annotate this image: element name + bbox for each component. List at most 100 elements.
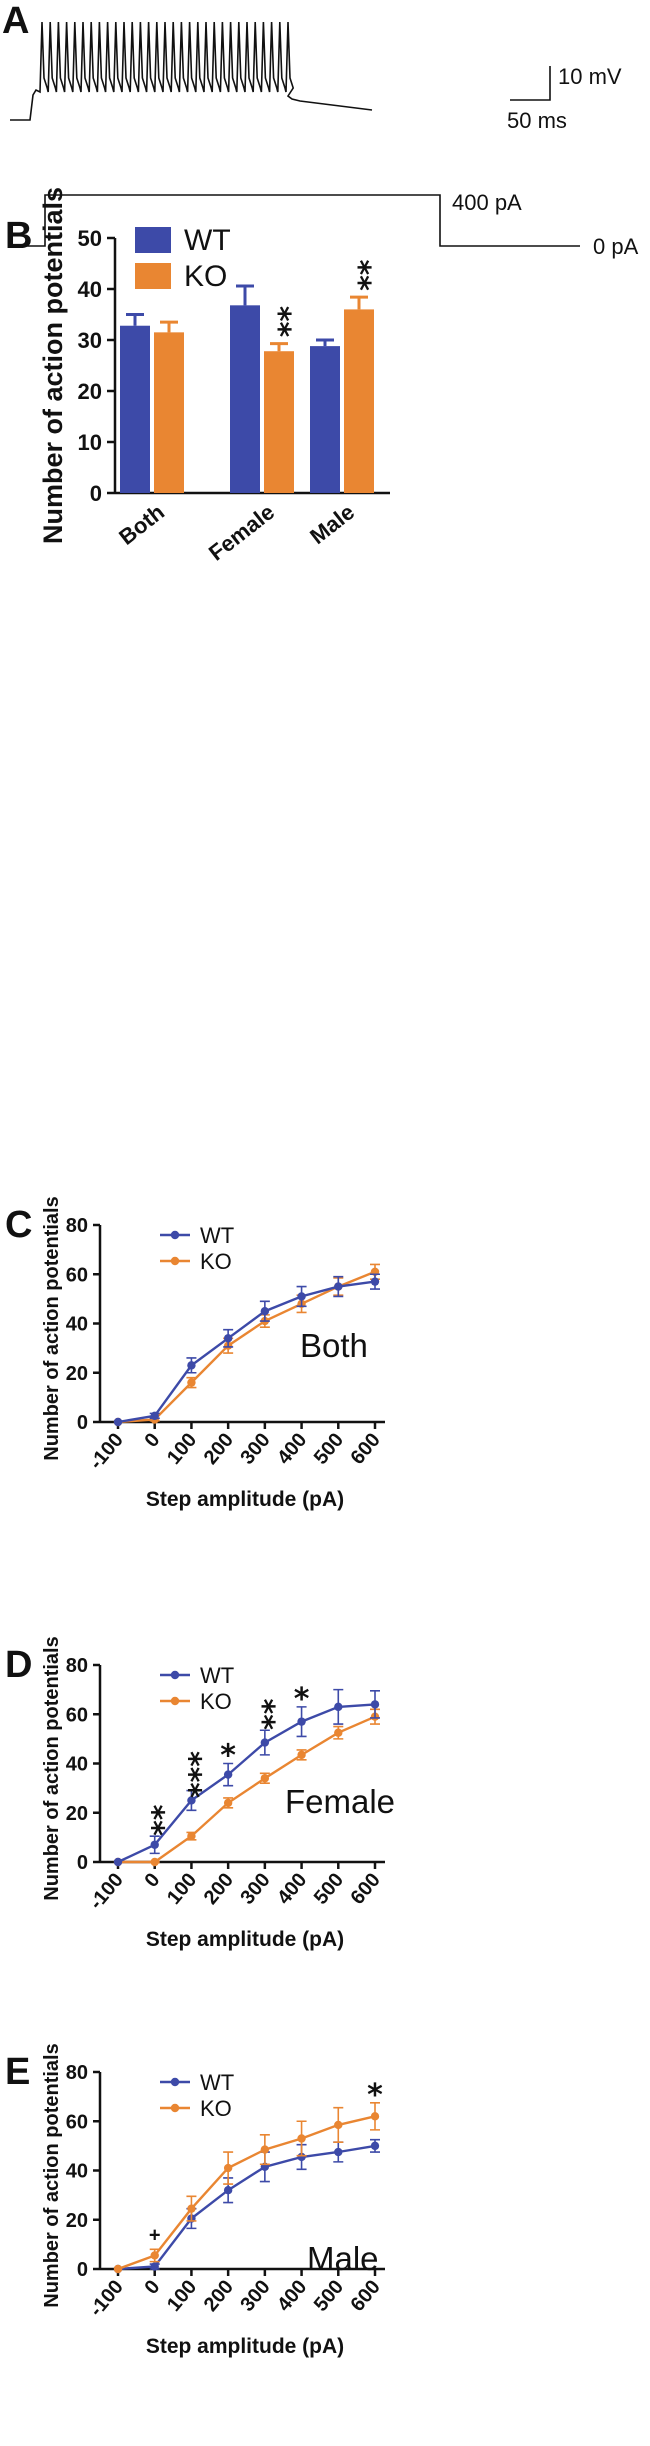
- series-line: [117, 2144, 376, 2271]
- data-point: [150, 1840, 159, 1849]
- x-tick-label: 300: [236, 2276, 274, 2316]
- data-point: [334, 2147, 343, 2157]
- bar-ko: [344, 309, 374, 493]
- legend-swatch-wt: [135, 227, 171, 253]
- bar-wt: [310, 346, 340, 493]
- legend-marker-ko: [170, 1696, 180, 1706]
- inset-label: Male: [307, 2240, 379, 2277]
- error-bar: [350, 295, 368, 310]
- panel-letter: C: [5, 1204, 32, 1246]
- data-point: [370, 1277, 380, 1286]
- baseline-current-label: 0 pA: [593, 234, 639, 259]
- x-tick-label: 400: [273, 1429, 311, 1469]
- legend-label-ko: KO: [184, 260, 227, 293]
- series-ko: [113, 2101, 380, 2274]
- legend-label-ko: KO: [200, 1689, 232, 1714]
- data-point: [334, 1728, 343, 1737]
- legend-marker-wt: [170, 1670, 180, 1680]
- data-point: [187, 1378, 196, 1387]
- data-point: [334, 1282, 343, 1291]
- panel-letter: D: [5, 1644, 32, 1686]
- series-ko: [113, 1708, 380, 1867]
- y-tick-label: 60: [66, 2111, 88, 2133]
- y-tick-label: 80: [66, 1655, 88, 1677]
- x-axis-label: Step amplitude (pA): [146, 1928, 344, 1951]
- x-tick-label: -100: [85, 1429, 128, 1474]
- y-axis-label: Number of action potentials: [38, 187, 68, 544]
- x-tick-label: 600: [347, 1869, 385, 1909]
- panel-a-letter: A: [2, 0, 29, 42]
- x-axis-label: Step amplitude (pA): [146, 1488, 344, 1511]
- data-point: [150, 2262, 159, 2271]
- y-tick-label: 80: [66, 1215, 88, 1237]
- data-point: [370, 2141, 380, 2151]
- y-axis-label: Number of action potentials: [41, 1196, 63, 1460]
- significance-marker: **: [341, 259, 376, 291]
- significance-marker: *: [294, 1682, 310, 1717]
- panel-b-bar-chart: B 0 10 20 30 40 50 Number of action potentials B…: [5, 187, 390, 566]
- data-point: [260, 1738, 270, 1747]
- y-tick-label: 0: [77, 2259, 88, 2281]
- data-point: [113, 1417, 123, 1427]
- x-tick-label: 300: [236, 1869, 274, 1909]
- category-label: Female: [204, 499, 279, 565]
- significance-marker: ***: [171, 1751, 206, 1798]
- data-point: [223, 1798, 233, 1808]
- x-tick-label: 100: [163, 1429, 201, 1469]
- scale-mv-label: 10 mV: [558, 64, 622, 89]
- legend-marker-ko: [170, 1256, 180, 1266]
- series-line: [117, 1703, 376, 1864]
- data-point: [297, 1717, 306, 1726]
- data-point: [187, 1361, 196, 1370]
- bar-ko: [154, 332, 184, 493]
- data-point: [223, 2186, 233, 2195]
- y-tick-label: 20: [78, 379, 102, 404]
- error-bar: [126, 313, 144, 326]
- x-tick-label: -100: [85, 1869, 128, 1914]
- data-point: [260, 1774, 270, 1783]
- x-tick-label: 500: [310, 2276, 348, 2316]
- legend-label-ko: KO: [200, 2096, 232, 2121]
- data-point: [297, 2152, 306, 2162]
- current-step-trace: [10, 194, 580, 247]
- error-bar: [270, 342, 288, 352]
- series-wt: [113, 1688, 380, 1867]
- data-point: [223, 2163, 233, 2173]
- y-axis-label: Number of action potentials: [41, 2043, 63, 2307]
- y-tick-label: 10: [78, 430, 102, 455]
- y-tick-label: 20: [66, 1803, 88, 1825]
- data-point: [297, 2134, 306, 2143]
- error-bar: [236, 284, 254, 306]
- y-tick-label: 30: [78, 328, 102, 353]
- data-point: [223, 1770, 233, 1779]
- data-point: [150, 1857, 159, 1867]
- significance-marker: *: [367, 2078, 383, 2113]
- y-tick-label: 60: [66, 1704, 88, 1726]
- error-bar: [160, 320, 178, 333]
- significance-marker: +: [149, 2224, 161, 2246]
- x-tick-label: 0: [141, 1869, 165, 1892]
- data-point: [260, 1306, 270, 1316]
- data-point: [334, 2120, 343, 2130]
- data-point: [150, 2251, 159, 2260]
- error-bar: [316, 338, 334, 347]
- data-point: [370, 1700, 380, 1709]
- data-point: [370, 2112, 380, 2121]
- legend-marker-wt: [170, 1230, 180, 1240]
- x-tick-label: 400: [273, 2276, 311, 2316]
- y-tick-label: 40: [78, 277, 102, 302]
- series-line: [117, 1280, 376, 1424]
- panel-letter: E: [5, 2051, 30, 2093]
- x-tick-label: 400: [273, 1869, 311, 1909]
- step-current-label: 400 pA: [452, 190, 522, 215]
- x-tick-label: 0: [141, 1429, 165, 1452]
- category-label: Male: [305, 499, 359, 549]
- x-tick-label: 500: [310, 1869, 348, 1909]
- x-tick-label: 300: [236, 1429, 274, 1469]
- x-tick-label: 200: [200, 1869, 238, 1909]
- panel-a-trace: A 10 mV 50 ms 400 pA 0 pA: [2, 0, 639, 259]
- data-point: [223, 1334, 233, 1343]
- bar-ko: [264, 351, 294, 493]
